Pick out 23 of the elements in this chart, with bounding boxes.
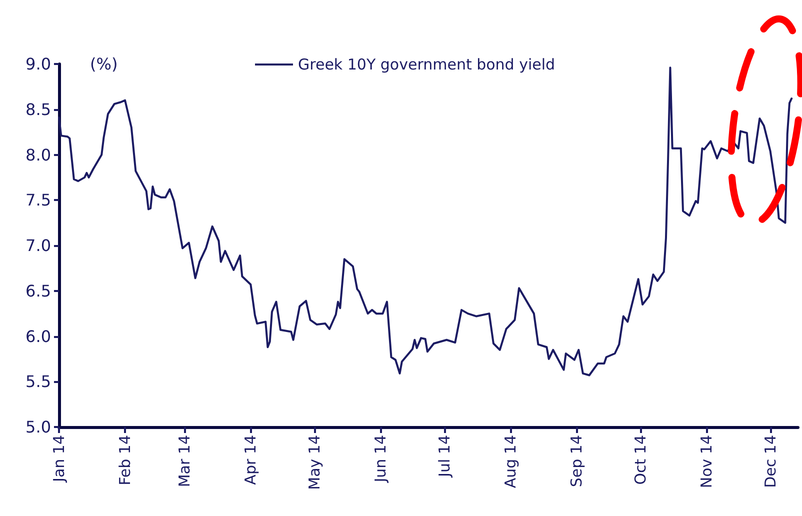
y-tick-label: 7.5 [26, 190, 51, 210]
x-tick-label: Jul 14 [435, 435, 454, 478]
y-tick-label: 5.0 [26, 418, 51, 436]
x-tick-label: Oct 14 [631, 435, 650, 485]
y-tick-label: 7.0 [26, 236, 51, 255]
x-tick-label: Feb 14 [116, 435, 134, 486]
y-tick-label: 6.5 [26, 281, 51, 300]
x-tick-label: Nov 14 [697, 435, 716, 488]
x-tick-label: Sep 14 [568, 435, 586, 488]
y-axis-title: (%) [90, 54, 118, 74]
x-tick-label: Dec 14 [761, 435, 780, 488]
y-tick-label: 6.0 [26, 326, 51, 346]
x-tick-label: Apr 14 [242, 435, 260, 485]
x-tick-label: Jun 14 [372, 435, 390, 484]
x-tick-label: Jan 14 [50, 435, 68, 483]
x-tick-label: Mar 14 [176, 435, 194, 488]
legend-label: Greek 10Y government bond yield [298, 56, 556, 74]
y-tick-label: 8.0 [26, 145, 51, 164]
x-tick-label: May 14 [306, 435, 324, 490]
y-tick-label: 9.0 [26, 54, 51, 74]
x-tick-label: Aug 14 [501, 435, 520, 488]
y-tick-label: 8.5 [26, 100, 51, 119]
y-tick-label: 5.5 [26, 372, 51, 392]
